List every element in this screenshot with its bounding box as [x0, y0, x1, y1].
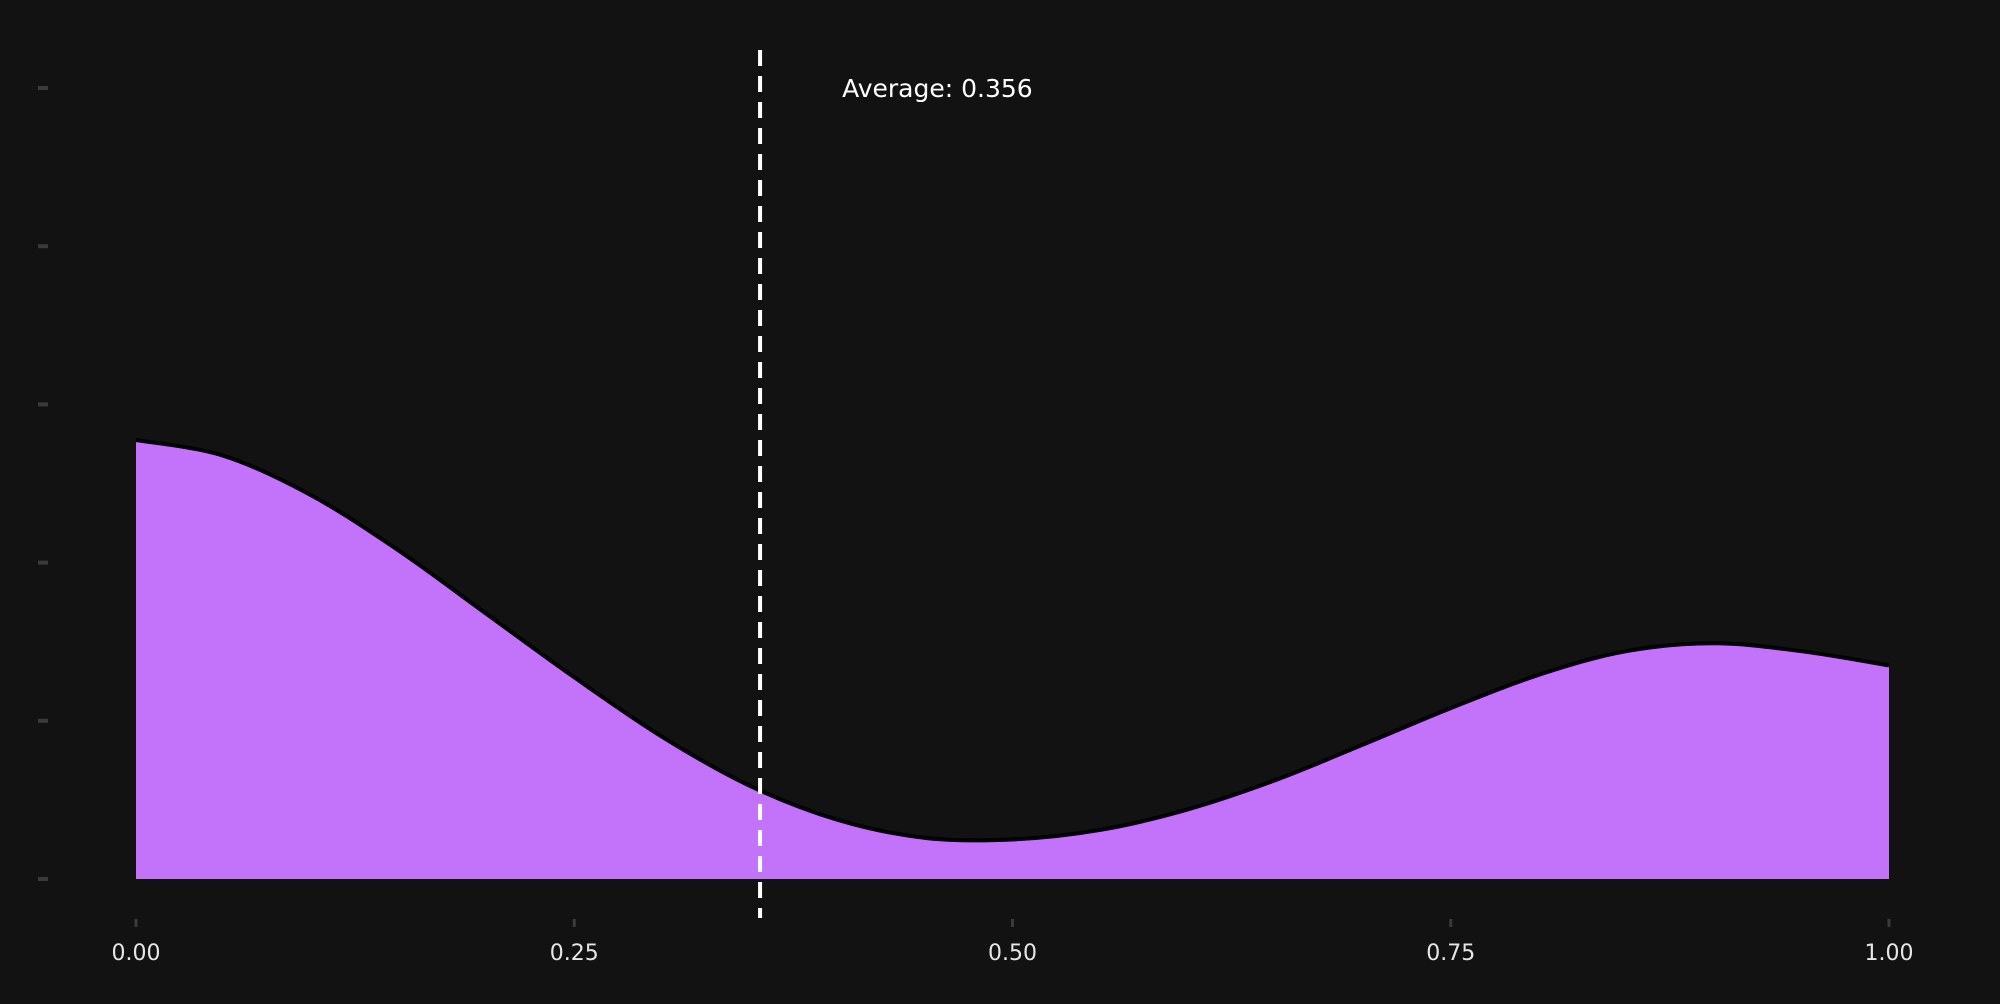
- x-tick-label: 0.00: [112, 941, 161, 966]
- reference-layer: Average: 0.356: [758, 50, 1033, 918]
- x-tick-label: 0.75: [1426, 941, 1475, 966]
- density-area: [136, 439, 1889, 879]
- x-axis-ticks: 0.00 0.25 0.50 0.75 1.00: [112, 919, 1914, 966]
- average-annotation: Average: 0.356: [842, 74, 1033, 103]
- x-tick-label: 1.00: [1865, 941, 1914, 966]
- x-tick-label: 0.25: [550, 941, 599, 966]
- y-axis-ticks: [38, 86, 48, 881]
- density-curve: [135, 438, 1890, 843]
- x-tick-label: 0.50: [988, 941, 1037, 966]
- series-layer: [135, 438, 1890, 879]
